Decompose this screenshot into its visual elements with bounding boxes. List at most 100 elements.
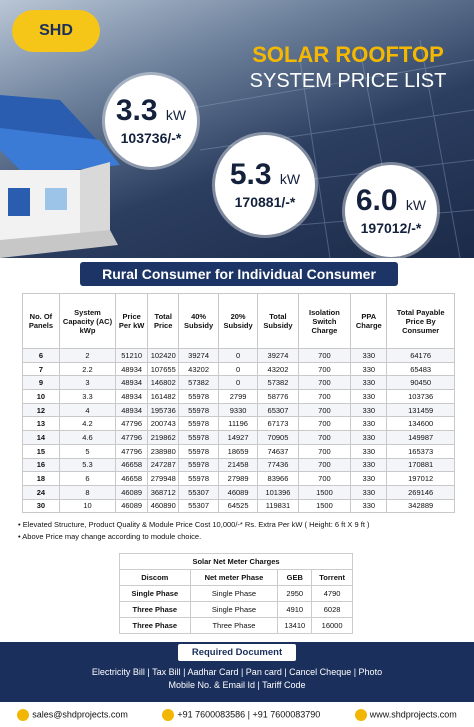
table-row: 15 5 47796 238980 55978 18659 74637 700 330 16537… — [22, 443, 455, 459]
cell: 2799 — [217, 389, 259, 404]
cell: 269146 — [386, 484, 455, 500]
cell: 43202 — [178, 361, 219, 377]
cell: 16 — [22, 457, 60, 473]
cell: 9 — [22, 375, 60, 391]
cell: 30 — [22, 498, 60, 514]
cell: 1500 — [297, 498, 352, 514]
cell: 4.2 — [58, 416, 117, 432]
table-row: 24 8 46089 368712 55307 46089 101396 1500 330 269… — [22, 484, 455, 500]
cell: 700 — [297, 443, 352, 459]
cell: 3 — [58, 375, 117, 391]
cell: 46089 — [115, 498, 149, 514]
cell: 279948 — [147, 471, 180, 486]
table-row: 6 2 51210 102420 39274 0 39274 700 330 64176 — [22, 348, 455, 363]
cell: 107655 — [147, 361, 180, 377]
cell: 13410 — [277, 617, 313, 634]
cell: 0 — [217, 348, 259, 363]
cell: 57382 — [257, 375, 299, 391]
document-line: Mobile No. & Email Id | Tariff Code — [168, 680, 306, 690]
cell: 48934 — [115, 402, 149, 418]
price-bubble: 5.3 kW 170881/-* — [215, 135, 315, 235]
table-row: 10 3.3 48934 161482 55978 2799 58776 700 330 1037… — [22, 389, 455, 404]
cell: 330 — [350, 361, 388, 377]
capacity-unit: kW — [165, 107, 187, 123]
cell: 65307 — [257, 402, 299, 418]
column-header: 40% Subsidy — [178, 293, 219, 349]
cell: 330 — [350, 443, 388, 459]
cell: 2 — [58, 348, 117, 363]
cell: 146802 — [147, 375, 180, 391]
cell: 10 — [22, 389, 60, 404]
cell: 2.2 — [58, 361, 117, 377]
cell: 46089 — [115, 484, 149, 500]
cell: 55978 — [178, 430, 219, 445]
cell: 46658 — [115, 457, 149, 473]
price: 197012/-* — [360, 220, 422, 236]
cell: 77436 — [257, 457, 299, 473]
cell: 55978 — [178, 402, 219, 418]
capacity-unit: kW — [279, 171, 301, 187]
cell: 27989 — [217, 471, 259, 486]
note: Elevated Structure, Product Quality & Mo… — [22, 520, 370, 529]
cell: 55978 — [178, 443, 219, 459]
table-row: 18 6 46658 279948 55978 27989 83966 700 330 19701… — [22, 471, 455, 486]
cell: 43202 — [257, 361, 299, 377]
cell: 330 — [350, 389, 388, 404]
cell: 7 — [22, 361, 60, 377]
cell: 24 — [22, 484, 60, 500]
cell: 55307 — [178, 484, 219, 500]
cell: 119831 — [257, 498, 299, 514]
cell: 47796 — [115, 430, 149, 445]
cell: 330 — [350, 416, 388, 432]
banner: Rural Consumer for Individual Consumer — [80, 262, 398, 286]
documents-title: Required Document — [177, 644, 297, 661]
column-header: Discom — [119, 569, 191, 586]
capacity: 5.3 kW — [230, 160, 300, 194]
table-row: Three Phase Single Phase 4910 6028 — [119, 601, 353, 618]
cell: 16000 — [311, 617, 353, 634]
phone[interactable]: +91 7600083586 — [177, 709, 246, 720]
column-header: GEB — [277, 569, 313, 586]
column-header: Total Subsidy — [257, 293, 299, 349]
cell: 368712 — [147, 484, 180, 500]
cell: Three Phase — [119, 601, 191, 618]
notes: • Elevated Structure, Product Quality & … — [18, 519, 458, 543]
cell: 55978 — [178, 389, 219, 404]
cell: 101396 — [257, 484, 299, 500]
cell: 4790 — [311, 585, 353, 602]
cell: 134600 — [386, 416, 455, 432]
cell: 74637 — [257, 443, 299, 459]
cell: 219862 — [147, 430, 180, 445]
cell: 48934 — [115, 361, 149, 377]
price-bubble: 3.3 kW 103736/-* — [105, 75, 197, 167]
cell: 46658 — [115, 471, 149, 486]
cell: 10 — [58, 498, 117, 514]
column-header: Isolation Switch Charge — [297, 293, 352, 349]
column-header: System Capacity (AC) kWp — [58, 293, 117, 349]
cell: 700 — [297, 457, 352, 473]
cell: 330 — [350, 457, 388, 473]
cell: 0 — [217, 361, 259, 377]
hero: SHD SOLAR ROOFTOP SYSTEM PRICE LIST 3.3 … — [0, 0, 474, 258]
website[interactable]: www.shdprojects.com — [369, 709, 457, 720]
cell: 48934 — [115, 389, 149, 404]
cell: 4910 — [277, 601, 313, 618]
cell: 14927 — [217, 430, 259, 445]
table-row: 7 2.2 48934 107655 43202 0 43202 700 330 65483 — [22, 361, 455, 377]
cell: 4.6 — [58, 430, 117, 445]
phone-item: +91 7600083586 | +91 7600083790 — [162, 709, 320, 721]
capacity-value: 3.3 — [115, 94, 158, 127]
cell: 55978 — [178, 471, 219, 486]
cell: 55978 — [178, 457, 219, 473]
cell: 58776 — [257, 389, 299, 404]
cell: 47796 — [115, 443, 149, 459]
cell: 131459 — [386, 402, 455, 418]
phone[interactable]: +91 7600083790 — [252, 709, 321, 720]
cell: 197012 — [386, 471, 455, 486]
cell: 4 — [58, 402, 117, 418]
email[interactable]: sales@shdprojects.com — [32, 709, 128, 720]
cell: 18 — [22, 471, 60, 486]
capacity-value: 6.0 — [355, 184, 398, 217]
cell: 103736 — [386, 389, 455, 404]
